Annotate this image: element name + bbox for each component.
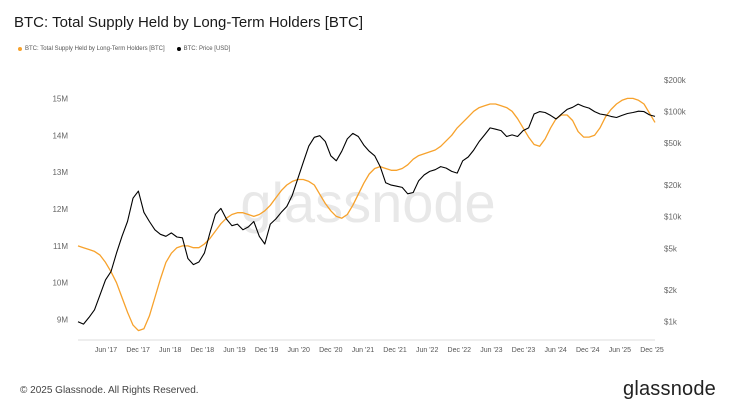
brand-logo: glassnode — [623, 378, 716, 400]
legend: BTC: Total Supply Held by Long-Term Hold… — [18, 46, 230, 52]
x-tick-label: Dec '20 — [319, 347, 343, 354]
legend-swatch-supply — [18, 47, 22, 51]
x-tick-label: Jun '20 — [288, 347, 310, 354]
right-tick-label: $50k — [664, 139, 682, 148]
left-tick-label: 11M — [53, 242, 68, 251]
legend-swatch-price — [176, 47, 181, 51]
left-tick-label: 9M — [57, 316, 68, 325]
left-tick-label: 13M — [52, 168, 68, 177]
watermark: glassnode — [240, 171, 495, 234]
legend-item-price[interactable]: BTC: Price [USD] — [176, 46, 231, 52]
x-tick-label: Dec '18 — [191, 347, 215, 354]
legend-label-supply: BTC: Total Supply Held by Long-Term Hold… — [25, 46, 165, 52]
x-tick-label: Jun '23 — [480, 347, 502, 354]
left-tick-label: 15M — [52, 94, 68, 103]
x-tick-label: Jun '22 — [416, 347, 438, 354]
x-tick-label: Jun '25 — [609, 347, 631, 354]
x-axis-ticks: Jun '17 Dec '17 Jun '18 Dec '18 Jun '19 Dec '… — [78, 339, 664, 354]
x-tick-label: Dec '25 — [640, 347, 664, 354]
x-tick-label: Jun '24 — [544, 347, 566, 354]
right-tick-label: $20k — [664, 181, 682, 190]
left-tick-label: 12M — [52, 205, 68, 214]
x-tick-label: Dec '17 — [126, 347, 150, 354]
x-tick-label: Jun '19 — [223, 347, 245, 354]
legend-item-supply[interactable]: BTC: Total Supply Held by Long-Term Hold… — [18, 46, 165, 52]
x-tick-label: Dec '22 — [448, 347, 472, 354]
x-tick-label: Dec '23 — [512, 347, 536, 354]
right-axis-ticks: $200k $100k $50k $20k $10k $5k $2k $1k — [664, 76, 687, 327]
right-tick-label: $100k — [664, 108, 687, 117]
chart-title: BTC: Total Supply Held by Long-Term Hold… — [14, 14, 364, 31]
x-tick-label: Jun '17 — [95, 347, 117, 354]
legend-label-price: BTC: Price [USD] — [183, 46, 231, 52]
right-tick-label: $5k — [664, 244, 678, 253]
left-tick-label: 14M — [52, 131, 68, 140]
right-tick-label: $200k — [664, 76, 687, 85]
right-tick-label: $10k — [664, 213, 682, 222]
x-tick-label: Dec '24 — [576, 347, 600, 354]
x-tick-label: Dec '21 — [383, 347, 407, 354]
right-tick-label: $2k — [664, 286, 678, 295]
left-tick-label: 10M — [52, 279, 68, 288]
chart-series — [77, 97, 656, 332]
copyright: © 2025 Glassnode. All Rights Reserved. — [20, 385, 199, 396]
left-axis-ticks: 15M 14M 13M 12M 11M 10M 9M — [52, 94, 68, 324]
x-tick-label: Dec '19 — [255, 347, 279, 354]
x-tick-label: Jun '18 — [159, 347, 181, 354]
x-tick-label: Jun '21 — [352, 347, 374, 354]
right-tick-label: $1k — [664, 318, 678, 327]
series-line-price — [77, 103, 656, 325]
